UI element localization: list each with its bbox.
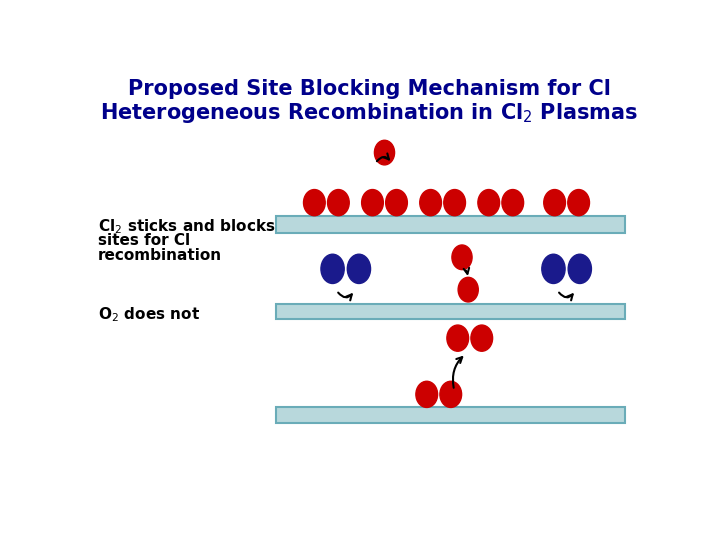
Ellipse shape <box>478 190 500 215</box>
Ellipse shape <box>386 190 408 215</box>
Bar <box>276 408 625 423</box>
Ellipse shape <box>447 325 469 351</box>
Ellipse shape <box>361 190 383 215</box>
Ellipse shape <box>452 245 472 269</box>
Ellipse shape <box>568 190 590 215</box>
Ellipse shape <box>374 140 395 165</box>
Ellipse shape <box>321 254 344 284</box>
Ellipse shape <box>568 254 591 284</box>
Text: Proposed Site Blocking Mechanism for Cl: Proposed Site Blocking Mechanism for Cl <box>127 79 611 99</box>
Ellipse shape <box>542 254 565 284</box>
Text: Cl$_2$ sticks and blocks: Cl$_2$ sticks and blocks <box>98 217 276 236</box>
Ellipse shape <box>544 190 565 215</box>
Bar <box>276 303 625 319</box>
Ellipse shape <box>420 190 441 215</box>
Ellipse shape <box>502 190 523 215</box>
Text: sites for Cl: sites for Cl <box>98 233 190 248</box>
Ellipse shape <box>347 254 371 284</box>
Ellipse shape <box>444 190 466 215</box>
Text: O$_2$ does not: O$_2$ does not <box>98 305 200 324</box>
Ellipse shape <box>304 190 325 215</box>
Ellipse shape <box>328 190 349 215</box>
Ellipse shape <box>471 325 492 351</box>
Ellipse shape <box>416 381 438 408</box>
Ellipse shape <box>458 278 478 302</box>
Bar <box>276 215 625 233</box>
Ellipse shape <box>440 381 462 408</box>
Text: Heterogeneous Recombination in Cl$_2$ Plasmas: Heterogeneous Recombination in Cl$_2$ Pl… <box>100 100 638 125</box>
Text: recombination: recombination <box>98 248 222 263</box>
